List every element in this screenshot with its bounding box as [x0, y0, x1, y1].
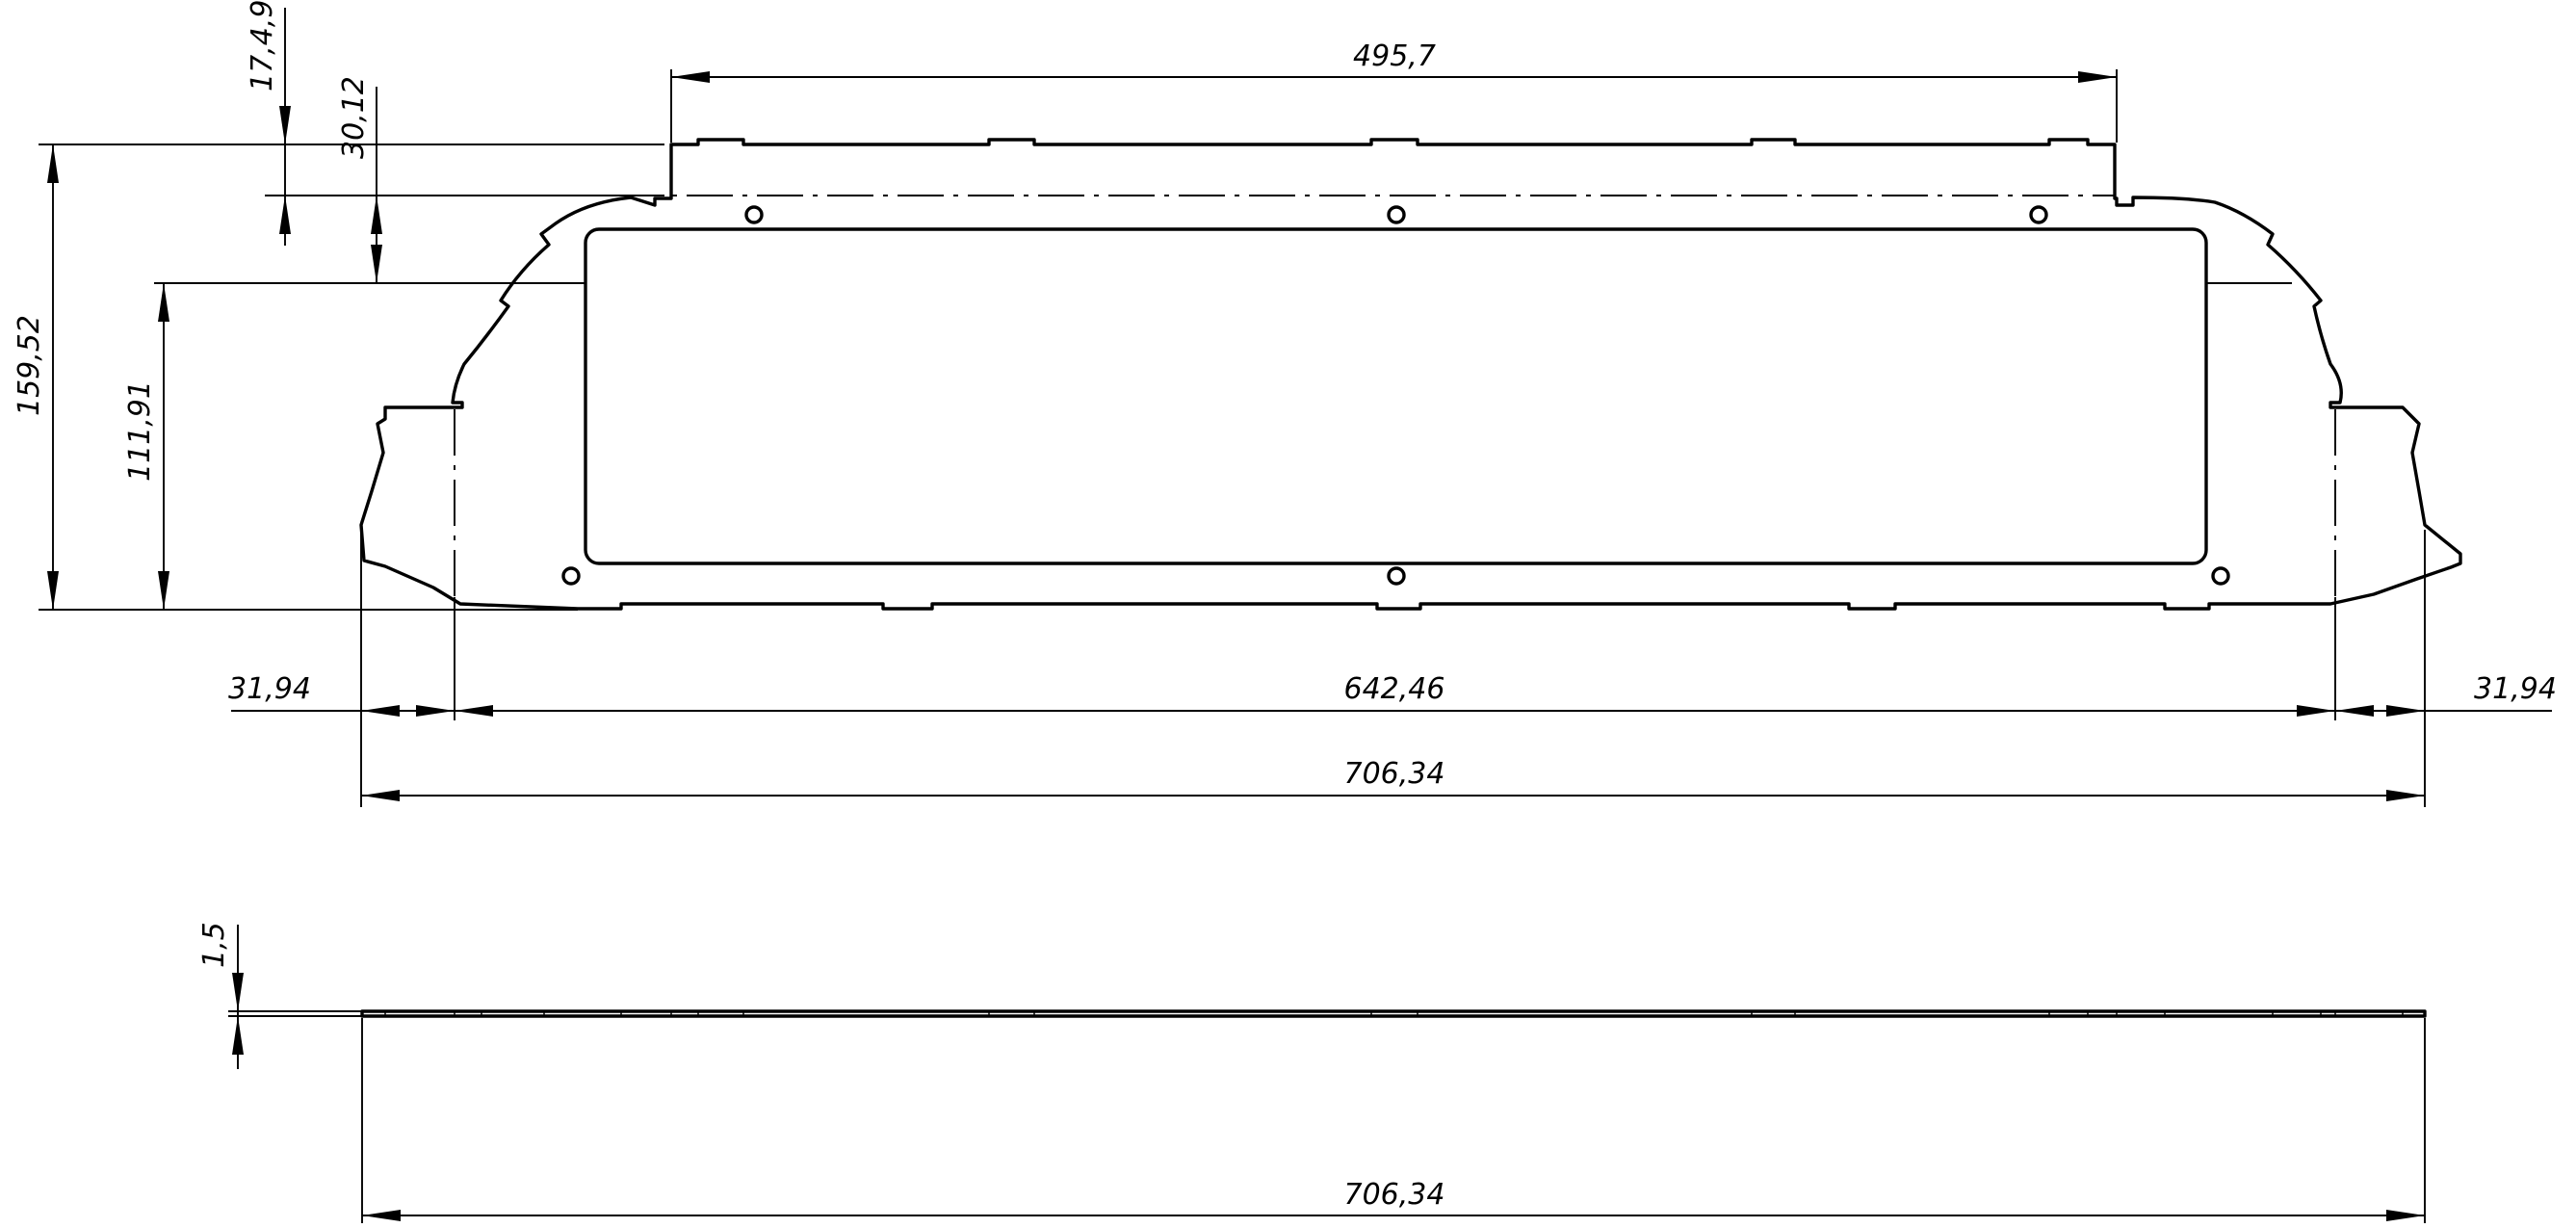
dimensions-front: 495,7 17,4,9 30,12 159,52 111,91: [13, 0, 2557, 807]
side-view: [360, 1009, 2427, 1018]
window-cutout: [584, 227, 2208, 565]
dim-top-tab-width: 495,7: [1353, 39, 1436, 73]
dim-left-margin: 31,94: [228, 672, 311, 706]
dim-right-margin: 31,94: [2474, 672, 2557, 706]
panel-outline: [359, 138, 2462, 611]
dimensions-side: 1,5 706,34: [197, 922, 2426, 1223]
mount-hole: [744, 205, 764, 224]
mount-hole: [2211, 566, 2230, 586]
dim-thickness: 1,5: [197, 922, 231, 968]
front-view: [359, 138, 2462, 611]
dim-tab-offset: 17,4,9: [246, 0, 279, 91]
dim-window-height: 111,91: [123, 380, 157, 482]
dim-side-total-width: 706,34: [1344, 1178, 1445, 1212]
dim-total-width: 706,34: [1344, 757, 1445, 791]
mount-hole: [1387, 566, 1406, 586]
mount-hole: [1387, 205, 1406, 224]
dim-total-height: 159,52: [13, 315, 46, 416]
dim-window-offset: 30,12: [337, 76, 371, 159]
plate-edge: [360, 1009, 2427, 1018]
mount-hole: [561, 566, 581, 586]
mount-hole: [2029, 205, 2048, 224]
dim-inner-width: 642,46: [1344, 672, 1445, 706]
